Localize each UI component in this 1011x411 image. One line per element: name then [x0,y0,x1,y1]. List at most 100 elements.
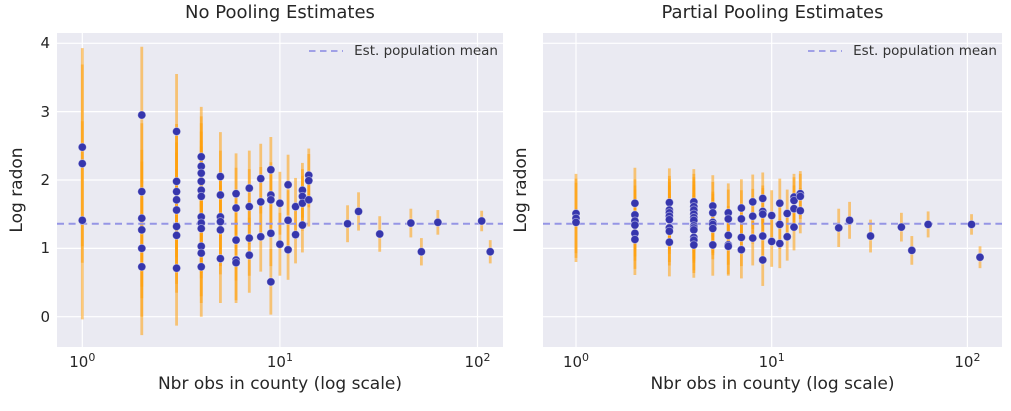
data-point [630,198,640,208]
data-point [297,220,307,230]
data-point [736,203,746,213]
data-point [304,176,314,186]
data-point [758,231,768,241]
x-tick-label: 101 [266,351,293,371]
data-point [275,198,285,208]
data-point [353,206,364,216]
data-point [172,263,182,273]
data-point [266,195,276,205]
data-point [723,230,733,240]
data-point [244,250,254,260]
y-tick-label: 0 [40,307,50,326]
data-point [275,239,285,249]
dashed-line-icon [808,50,843,52]
data-point [172,176,182,186]
data-point [256,197,266,207]
data-point [664,215,674,225]
data-point [77,215,87,225]
data-point [137,187,147,197]
data-point [789,222,799,232]
data-point [196,191,206,201]
legend: Est. population mean [309,43,498,59]
data-point [485,247,495,257]
data-point [795,191,805,201]
data-point [172,126,182,137]
legend-label: Est. population mean [853,43,997,59]
data-point [137,243,147,253]
dashed-line-icon [309,50,344,52]
data-point [708,208,718,218]
data-point [571,217,581,227]
data-point [196,176,206,186]
data-point [758,255,768,265]
data-point [244,233,254,243]
data-point [689,240,699,250]
data-point [231,189,241,199]
data-point [196,152,206,162]
plot-area [57,33,503,347]
data-point [77,159,87,169]
data-point [630,234,640,245]
data-point [215,172,225,182]
data-point [708,240,718,250]
panel-no-pooling: No Pooling Estimates Log radon Est. popu… [7,2,503,394]
data-point [767,236,777,247]
data-point [896,222,906,232]
y-tick-label: 3 [40,102,50,121]
data-point [266,277,276,287]
data-point [789,195,799,206]
data-point [231,258,241,268]
data-point [137,225,147,235]
data-point [723,241,733,251]
x-axis-label: Nbr obs in county (log scale) [650,374,895,394]
data-point [736,245,746,255]
x-axis-label: Nbr obs in county (log scale) [157,374,403,394]
y-axis-label: Log radon [511,147,531,233]
data-point [77,142,87,152]
data-point [845,215,855,225]
data-point [748,233,758,243]
data-point [664,226,674,236]
data-point [215,190,225,200]
data-point [795,206,805,216]
data-point [172,230,182,240]
data-point [406,218,416,228]
data-point [758,209,768,219]
data-point [433,217,443,227]
data-point [256,232,266,242]
data-point [758,193,768,204]
data-point [775,239,785,249]
panel-partial-pooling: Partial Pooling Estimates Log radon Est.… [511,2,1002,394]
x-tick-label: 101 [758,351,785,371]
data-point [966,219,977,229]
data-point [196,262,206,272]
data-point [266,228,276,238]
panel-title: Partial Pooling Estimates [661,2,884,23]
panel-title: No Pooling Estimates [185,2,375,23]
data-point [375,229,385,239]
data-point [748,197,758,207]
data-point [196,168,206,178]
legend: Est. population mean [808,43,997,59]
y-axis-label: Log radon [7,147,27,233]
y-tick-label: 4 [40,34,50,53]
data-point [290,230,301,240]
data-point [290,202,301,212]
data-point [137,213,147,223]
data-point [231,203,241,213]
data-point [244,183,254,193]
data-point [231,235,241,245]
data-point [708,223,718,234]
data-point [736,214,746,224]
data-point [834,223,844,233]
data-point [664,198,674,208]
data-point [866,231,876,241]
y-tick-label: 1 [40,239,50,258]
data-point [172,195,182,205]
data-point [723,214,733,224]
data-point [975,252,985,262]
x-tick-label: 102 [464,351,491,371]
data-point [767,210,777,221]
data-point [664,237,674,247]
